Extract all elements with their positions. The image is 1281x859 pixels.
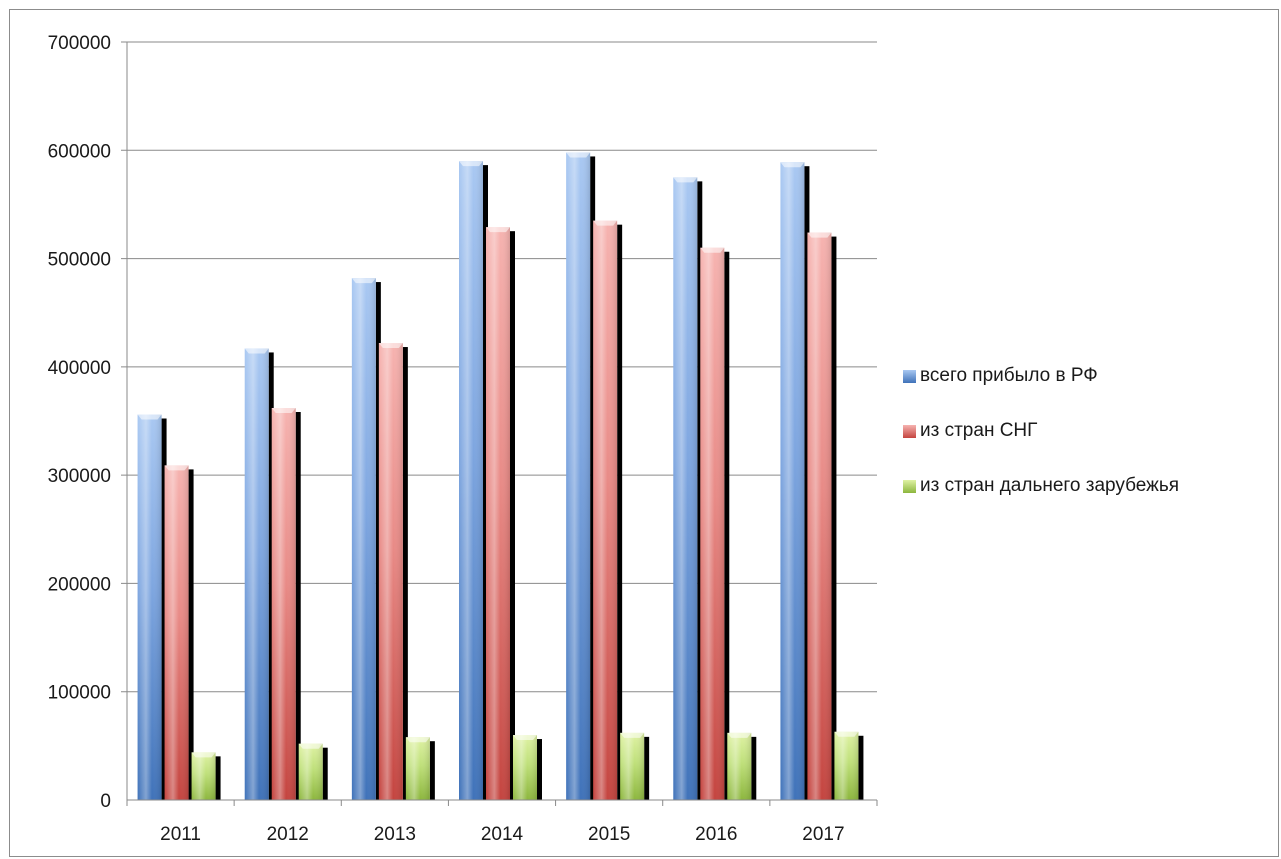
legend-label-cis: из стран СНГ (920, 420, 1038, 441)
bar-2017-series-1 (807, 232, 837, 800)
bar-2017-series-2 (834, 731, 864, 800)
x-tick-label: 2012 (267, 824, 309, 845)
bar-2014-series-2 (513, 735, 542, 800)
y-tick-label: 400000 (48, 358, 111, 379)
bar-2011-series-1 (164, 465, 194, 800)
bar-2013-series-1 (378, 343, 408, 800)
x-tick-label: 2013 (374, 824, 416, 845)
legend-swatch-cis (903, 425, 916, 438)
bar-2015-series-1 (593, 220, 623, 800)
legend-swatch-total (903, 370, 916, 383)
x-tick-label: 2017 (802, 824, 844, 845)
y-tick-label: 300000 (48, 466, 111, 487)
x-tick-label: 2011 (160, 824, 201, 845)
y-tick-label: 200000 (48, 574, 111, 595)
x-axis-ticks: 2011 2012 2013 2014 2015 2016 2017 (160, 824, 844, 845)
legend-label-far-abroad: из стран дальнего зарубежья (920, 475, 1180, 496)
bar-2011-series-0 (137, 414, 167, 800)
bar-2012-series-0 (244, 348, 274, 800)
bars (137, 152, 864, 801)
bar-2016-series-1 (700, 247, 730, 800)
x-axis (126, 42, 878, 806)
bar-2013-series-2 (405, 737, 435, 800)
bar-2012-series-1 (271, 408, 301, 800)
legend-swatch-far-abroad (903, 480, 916, 493)
bar-2017-series-0 (780, 162, 810, 800)
y-tick-label: 0 (100, 791, 111, 812)
bar-2014-series-0 (459, 161, 488, 801)
legend-label-total: всего прибыло в РФ (920, 365, 1098, 386)
x-tick-label: 2014 (481, 824, 524, 845)
bar-2015-series-2 (620, 732, 650, 800)
y-tick-label: 500000 (48, 250, 111, 271)
y-tick-label: 700000 (48, 33, 111, 54)
y-tick-label: 100000 (48, 683, 111, 704)
x-tick-label: 2016 (695, 824, 737, 845)
bar-2012-series-2 (298, 743, 328, 800)
bar-2016-series-2 (727, 732, 757, 800)
bar-2016-series-0 (673, 177, 703, 800)
y-axis-ticks: 0 100000 200000 300000 400000 500000 600000 700… (48, 33, 111, 812)
bar-2013-series-0 (351, 278, 381, 800)
bar-2015-series-0 (566, 152, 596, 801)
bar-2014-series-1 (486, 227, 515, 800)
x-tick-label: 2015 (588, 824, 630, 845)
bar-2011-series-2 (191, 752, 221, 800)
y-tick-label: 600000 (48, 141, 111, 162)
